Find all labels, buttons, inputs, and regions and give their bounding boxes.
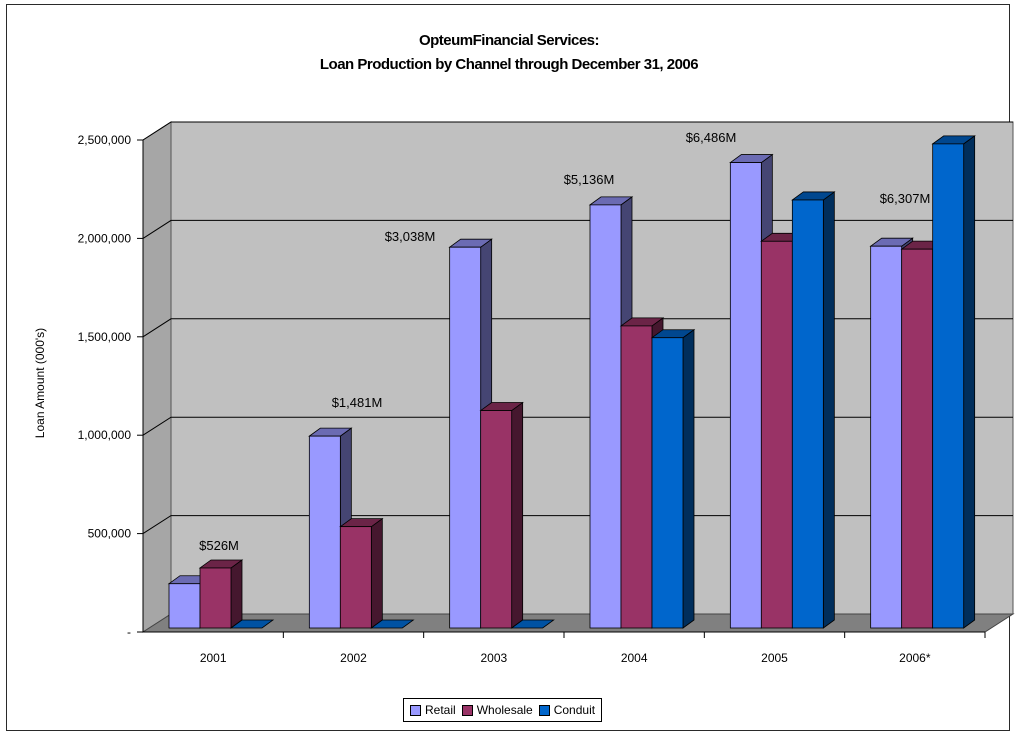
bar-wholesale [760, 240, 793, 629]
y-tick-label: - [127, 625, 131, 639]
bar-wholesale [339, 526, 372, 629]
legend-label-wholesale: Wholesale [476, 703, 533, 717]
x-tick-label: 2005 [761, 651, 788, 665]
legend-item-conduit: Conduit [538, 703, 596, 717]
y-tick-label: 2,000,000 [78, 231, 132, 245]
legend-label-conduit: Conduit [553, 703, 596, 717]
data-label-total: $526M [199, 538, 239, 553]
bar-side-conduit [822, 191, 835, 629]
chart-legend: Retail Wholesale Conduit [403, 698, 603, 722]
legend-swatch-conduit [538, 704, 550, 716]
bar-retail [589, 204, 622, 629]
x-tick-label: 2006* [899, 651, 931, 665]
bar-conduit [510, 619, 555, 629]
bar-retail [168, 583, 201, 629]
legend-item-retail: Retail [410, 703, 456, 717]
bar-wholesale [480, 410, 513, 629]
bar-side-wholesale [370, 517, 383, 629]
data-label-total: $6,486M [686, 130, 737, 145]
bar-side-wholesale [511, 401, 524, 629]
x-tick-label: 2003 [480, 651, 507, 665]
bar-wholesale [199, 567, 232, 629]
y-tick-label: 1,000,000 [78, 428, 132, 442]
gridline [142, 121, 1013, 141]
data-label-total: $3,038M [385, 229, 436, 244]
data-label-total: $1,481M [332, 395, 383, 410]
bar-side-conduit [963, 135, 976, 629]
bar-wholesale [620, 325, 653, 629]
y-axis-label: Loan Amount (000's) [33, 328, 47, 438]
x-tick-label: 2001 [200, 651, 227, 665]
x-tick-label: 2002 [340, 651, 367, 665]
bar-retail [308, 435, 341, 629]
bar-side-conduit [682, 328, 695, 629]
bar-retail [449, 246, 482, 629]
chart-title: OpteumFinancial Services: [418, 32, 600, 49]
x-tick-label: 2004 [621, 651, 648, 665]
legend-swatch-retail [410, 704, 421, 716]
data-label-total: $6,307M [880, 191, 931, 206]
bar-retail [729, 162, 762, 629]
data-label-total: $5,136M [564, 172, 615, 187]
bar-conduit [791, 199, 824, 629]
legend-label-retail: Retail [425, 703, 456, 717]
y-tick-label: 500,000 [88, 527, 132, 541]
bar-side-wholesale [230, 559, 243, 629]
y-tick-label: 1,500,000 [78, 330, 132, 344]
y-tick-label: 2,500,000 [78, 133, 132, 147]
chart-subtitle: Loan Production by Channel through Decem… [319, 56, 699, 73]
bar-conduit [932, 143, 965, 629]
legend-swatch-wholesale [461, 704, 473, 716]
legend-item-wholesale: Wholesale [461, 703, 533, 717]
bar-retail [870, 245, 903, 629]
plot-side-wall [142, 121, 172, 633]
bar-conduit [370, 619, 415, 629]
bar-conduit [651, 337, 684, 629]
bar-conduit [229, 619, 275, 629]
bar-wholesale [901, 248, 934, 629]
